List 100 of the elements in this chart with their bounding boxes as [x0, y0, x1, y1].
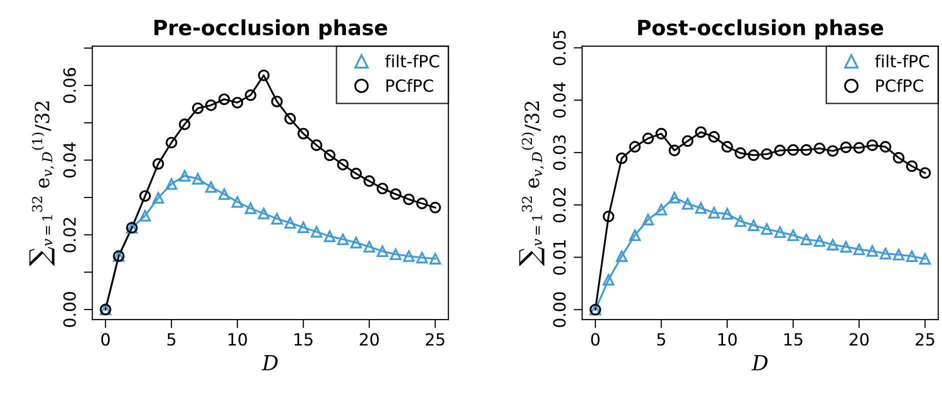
x-tick-label: 15	[784, 333, 802, 346]
point	[178, 118, 190, 130]
point	[906, 160, 918, 172]
point	[178, 170, 190, 182]
point	[205, 181, 217, 193]
point	[721, 141, 733, 153]
y-axis-title: ∑$_{v=1}$$^{32}$ e$_{v,D}$$^{(1)}$/32	[29, 102, 54, 266]
chart-title: Pre-occlusion phase	[154, 19, 388, 40]
legend-label: filt-fPC	[875, 54, 929, 68]
x-axis-title: D	[262, 355, 278, 370]
point	[390, 188, 402, 200]
x-tick-label: 10	[718, 333, 737, 346]
point	[429, 202, 441, 214]
y-tick-label: 0.03	[553, 135, 566, 170]
x-tick-label: 25	[916, 333, 934, 346]
point	[376, 182, 388, 194]
point	[853, 244, 865, 256]
point	[880, 141, 892, 153]
point	[416, 198, 428, 210]
y-axis-title: ∑$_{v=1}$$^{32}$ e$_{v,D}$$^{(2)}$/32	[519, 102, 544, 266]
point	[429, 252, 441, 264]
point	[403, 250, 415, 262]
point	[166, 178, 178, 190]
point	[800, 234, 812, 246]
point	[919, 167, 931, 179]
point	[139, 190, 151, 202]
point	[310, 226, 322, 238]
point	[205, 99, 217, 111]
point	[866, 245, 878, 257]
point	[192, 102, 204, 114]
y-tick-label: 0.04	[553, 82, 566, 118]
point	[298, 222, 310, 234]
point	[814, 142, 826, 154]
point	[919, 253, 931, 265]
point	[298, 128, 310, 140]
point	[748, 149, 760, 161]
point	[244, 202, 256, 214]
point	[284, 112, 296, 124]
point	[880, 248, 892, 260]
point	[602, 210, 614, 222]
point	[258, 70, 270, 82]
point	[853, 142, 865, 154]
point	[271, 96, 283, 108]
point	[416, 252, 428, 264]
x-tick-label: 0	[101, 333, 110, 346]
point	[761, 148, 773, 160]
point	[826, 238, 838, 250]
point	[814, 235, 826, 247]
x-tick-label: 20	[360, 333, 379, 346]
point	[787, 230, 799, 242]
point	[695, 202, 707, 214]
y-tick-label: 0.00	[553, 292, 566, 328]
point	[734, 215, 746, 227]
point	[192, 173, 204, 185]
point	[152, 158, 164, 170]
point	[906, 250, 918, 262]
point	[337, 234, 349, 246]
point	[376, 245, 388, 258]
point	[218, 188, 230, 200]
point	[892, 248, 904, 260]
point	[642, 214, 654, 226]
point	[682, 198, 694, 210]
point	[866, 139, 878, 151]
point	[166, 136, 178, 148]
y-tick-label: 0.02	[63, 218, 76, 252]
point	[629, 141, 641, 153]
point	[324, 150, 336, 162]
legend-label: filt-fPC	[385, 54, 440, 68]
point	[668, 144, 680, 156]
point	[390, 248, 402, 260]
legend-label: PCfPC	[876, 79, 924, 92]
point	[284, 217, 296, 229]
point	[721, 208, 733, 220]
point	[310, 139, 322, 151]
y-tick-label: 0.06	[63, 68, 76, 103]
x-tick-label: 15	[294, 333, 312, 346]
x-tick-label: 10	[228, 333, 247, 346]
y-tick-label: 0.05	[553, 30, 566, 66]
point	[629, 230, 641, 242]
point	[774, 226, 786, 238]
point	[682, 135, 694, 147]
x-tick-label: 0	[591, 333, 600, 346]
point	[761, 223, 773, 235]
point	[748, 220, 760, 232]
x-tick-label: 20	[850, 333, 869, 346]
point	[350, 236, 362, 248]
point	[232, 96, 244, 108]
point	[364, 241, 376, 253]
point	[656, 128, 668, 140]
point	[708, 131, 720, 143]
y-tick-label: 0.04	[63, 142, 76, 178]
point	[364, 175, 376, 187]
point	[602, 274, 614, 286]
point	[734, 147, 746, 159]
point	[708, 206, 720, 219]
point	[350, 168, 362, 180]
chart-title: Post-occlusion phase	[638, 19, 884, 40]
y-tick-label: 0.00	[63, 292, 76, 327]
y-tick-label: 0.02	[553, 188, 566, 222]
point	[800, 144, 812, 156]
